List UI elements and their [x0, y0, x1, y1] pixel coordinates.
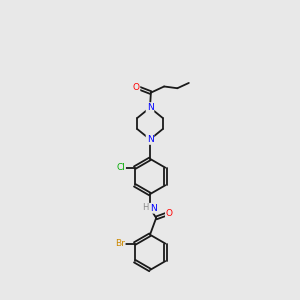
- Text: Cl: Cl: [116, 163, 125, 172]
- Text: O: O: [166, 209, 173, 218]
- Text: N: N: [147, 103, 153, 112]
- Text: O: O: [132, 83, 140, 92]
- Text: Br: Br: [115, 239, 125, 248]
- Text: H: H: [142, 203, 148, 212]
- Text: N: N: [147, 135, 153, 144]
- Text: N: N: [150, 204, 157, 213]
